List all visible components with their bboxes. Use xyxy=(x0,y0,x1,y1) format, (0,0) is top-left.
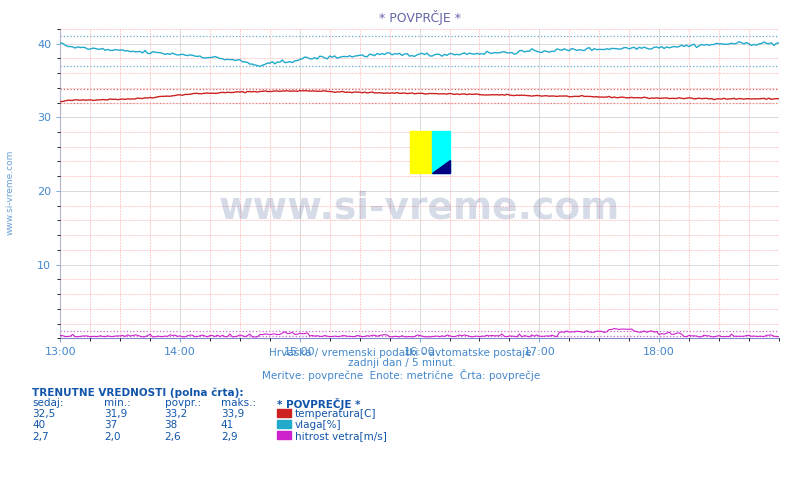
Text: 40: 40 xyxy=(32,420,45,431)
Text: 41: 41 xyxy=(221,420,234,431)
Text: www.si-vreme.com: www.si-vreme.com xyxy=(5,149,14,235)
Bar xyxy=(410,131,431,173)
Text: Meritve: povprečne  Enote: metrične  Črta: povprečje: Meritve: povprečne Enote: metrične Črta:… xyxy=(262,369,540,381)
Text: zadnji dan / 5 minut.: zadnji dan / 5 minut. xyxy=(347,358,455,368)
Text: min.:: min.: xyxy=(104,398,131,408)
Text: 38: 38 xyxy=(164,420,178,431)
Text: maks.:: maks.: xyxy=(221,398,256,408)
Text: 32,5: 32,5 xyxy=(32,409,55,420)
Text: 31,9: 31,9 xyxy=(104,409,128,420)
Text: www.si-vreme.com: www.si-vreme.com xyxy=(219,191,619,227)
Text: povpr.:: povpr.: xyxy=(164,398,200,408)
Text: hitrost vetra[m/s]: hitrost vetra[m/s] xyxy=(294,432,386,442)
Polygon shape xyxy=(431,160,449,173)
Text: 33,9: 33,9 xyxy=(221,409,244,420)
Text: 2,9: 2,9 xyxy=(221,432,237,442)
Text: * POVPREČJE *: * POVPREČJE * xyxy=(277,398,360,410)
Text: 33,2: 33,2 xyxy=(164,409,188,420)
Bar xyxy=(431,131,449,173)
Text: sedaj:: sedaj: xyxy=(32,398,63,408)
Text: temperatura[C]: temperatura[C] xyxy=(294,409,375,420)
Text: vlaga[%]: vlaga[%] xyxy=(294,420,341,431)
Title: * POVPRČJE *: * POVPRČJE * xyxy=(378,10,460,25)
Text: 37: 37 xyxy=(104,420,118,431)
Text: Hrvaška / vremenski podatki - avtomatske postaje.: Hrvaška / vremenski podatki - avtomatske… xyxy=(268,348,534,358)
Text: TRENUTNE VREDNOSTI (polna črta):: TRENUTNE VREDNOSTI (polna črta): xyxy=(32,388,243,398)
Text: 2,6: 2,6 xyxy=(164,432,181,442)
Text: 2,7: 2,7 xyxy=(32,432,49,442)
Text: 2,0: 2,0 xyxy=(104,432,121,442)
